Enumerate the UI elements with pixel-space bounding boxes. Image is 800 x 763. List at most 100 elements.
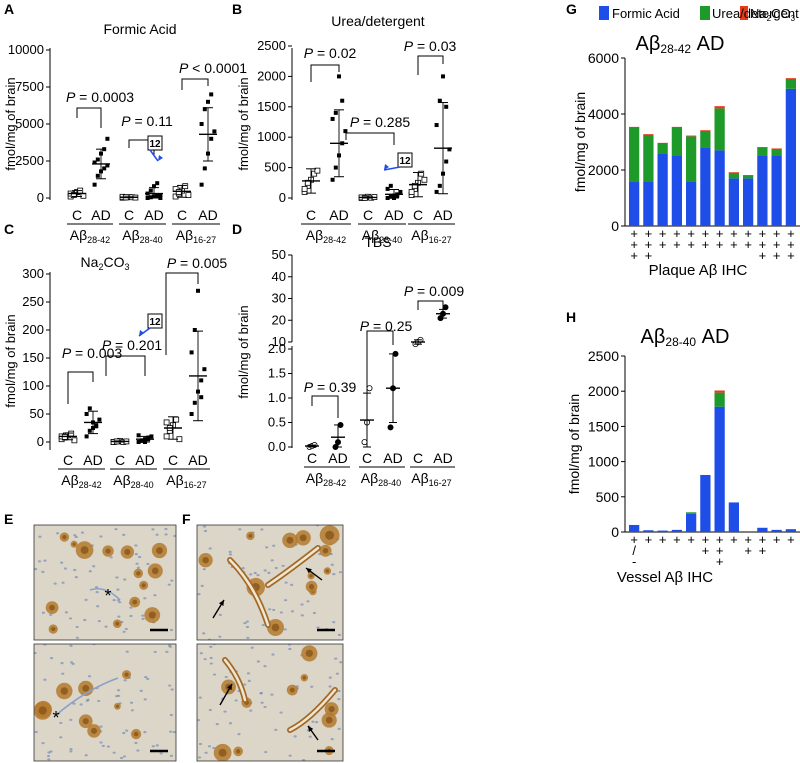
bar-segment-formic-acid xyxy=(657,153,668,226)
data-point xyxy=(388,183,393,188)
nucleus xyxy=(209,645,213,649)
nucleus xyxy=(243,683,247,686)
bar-segment-na2co3 xyxy=(757,147,768,148)
category-label-glyph: + xyxy=(730,226,738,241)
nucleus xyxy=(198,742,203,746)
y-tick-label: 2500 xyxy=(15,153,44,168)
category-label-glyph: + xyxy=(630,532,638,547)
bar-segment-na2co3 xyxy=(714,390,725,393)
nucleus xyxy=(167,583,171,586)
nucleus xyxy=(96,605,100,608)
x-label-ad: AD xyxy=(198,207,217,223)
nucleus xyxy=(293,735,297,738)
chart-title: Aβ28-40 AD xyxy=(641,326,730,349)
plaque-core xyxy=(289,687,295,693)
bar-segment-urea-detergent xyxy=(686,136,697,182)
y-axis-label: fmol/mg of brain xyxy=(3,77,18,170)
category-label-glyph: + xyxy=(716,226,724,241)
nucleus xyxy=(208,708,212,712)
data-point xyxy=(437,183,442,188)
nucleus xyxy=(173,534,176,538)
y-tick-label: 6000 xyxy=(588,50,619,66)
data-point xyxy=(87,406,92,411)
bar-segment-na2co3 xyxy=(743,175,754,176)
panel-title: TBS xyxy=(364,234,391,250)
x-label-ad: AD xyxy=(433,207,452,223)
panel-title: Na2CO3 xyxy=(81,254,130,272)
data-point xyxy=(155,193,160,198)
nucleus xyxy=(224,675,228,679)
nucleus xyxy=(328,676,332,679)
plaque-core xyxy=(271,623,280,632)
y-tick-label: 100 xyxy=(22,378,44,393)
y-tick-label: 200 xyxy=(22,322,44,337)
category-label-glyph: + xyxy=(673,237,681,252)
bar-segment-formic-acid xyxy=(728,178,740,226)
category-label-glyph: + xyxy=(759,226,767,241)
data-point xyxy=(330,177,335,182)
nucleus xyxy=(283,599,288,602)
y-tick-label: 2500 xyxy=(257,38,286,53)
plaque-core xyxy=(60,687,69,695)
nucleus xyxy=(241,567,245,570)
nucleus xyxy=(169,628,173,632)
data-point xyxy=(343,129,348,134)
data-point xyxy=(70,192,77,198)
panel-c: 0 50 100 150 200 250 300 fmol/mg of brain Na2CO3… xyxy=(3,254,227,490)
nucleus xyxy=(153,594,157,597)
nucleus xyxy=(249,709,253,712)
category-label-glyph: + xyxy=(773,237,781,252)
nucleus xyxy=(199,652,203,655)
nucleus xyxy=(283,628,287,631)
nucleus xyxy=(315,721,319,724)
data-point xyxy=(173,416,180,423)
nucleus xyxy=(263,705,267,709)
plaque-core xyxy=(38,706,47,715)
data-point xyxy=(185,192,192,198)
y-tick-label: 4000 xyxy=(588,106,619,122)
bar-segment-formic-acid xyxy=(728,502,740,532)
significance-bracket xyxy=(310,64,340,82)
x-label-c: C xyxy=(307,450,317,466)
category-label-glyph: + xyxy=(702,532,710,547)
nucleus xyxy=(246,672,251,675)
nucleus xyxy=(120,756,124,760)
y-tick-label: 50 xyxy=(30,406,44,421)
nucleus xyxy=(284,581,288,584)
nucleus xyxy=(47,758,51,761)
chart-title: Aβ28-42 AD xyxy=(636,33,725,56)
p-value: P = 0.11 xyxy=(121,113,173,129)
nucleus xyxy=(330,738,334,741)
x-label-c: C xyxy=(63,452,73,468)
legend-swatch xyxy=(700,6,710,20)
p-value: P = 0.003 xyxy=(62,345,123,361)
bar-segment-na2co3 xyxy=(714,106,725,109)
data-point xyxy=(182,183,189,190)
plaque-core xyxy=(309,574,313,578)
x-label-c: C xyxy=(72,207,82,223)
nucleus xyxy=(118,601,122,604)
nucleus xyxy=(300,603,304,606)
p-value: P = 0.25 xyxy=(360,318,413,334)
nucleus xyxy=(137,555,142,559)
nucleus xyxy=(141,614,145,617)
y-tick-label: 1.0 xyxy=(268,390,286,405)
x-label-ad: AD xyxy=(328,450,347,466)
y-tick-label: 2.0 xyxy=(268,341,286,356)
nucleus xyxy=(139,689,143,692)
nucleus xyxy=(60,662,64,665)
plaque-core xyxy=(80,546,89,555)
nucleus xyxy=(260,701,264,704)
bar-segment-formic-acid xyxy=(771,156,782,226)
nucleus xyxy=(200,584,204,587)
y-tick-label: 0 xyxy=(611,524,619,540)
nucleus xyxy=(197,593,201,596)
y-tick-label: 10000 xyxy=(8,42,44,57)
nucleus xyxy=(61,672,65,675)
category-label-glyph: + xyxy=(687,226,695,241)
nucleus xyxy=(198,696,202,699)
callout-box xyxy=(397,152,413,168)
p-value: P = 0.005 xyxy=(167,255,228,271)
group-label: Aβ16-27 xyxy=(411,470,451,488)
nucleus xyxy=(94,586,99,589)
